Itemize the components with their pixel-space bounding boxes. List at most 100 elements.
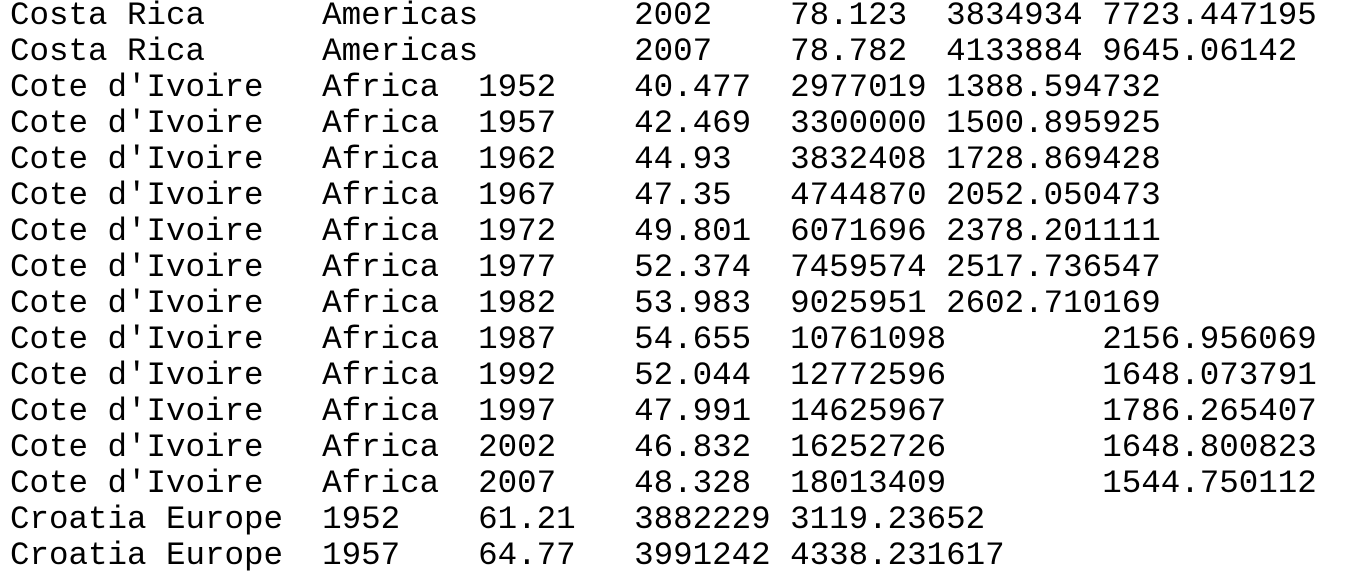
field: Cote d'Ivoire: [10, 69, 264, 106]
field: 61.21: [478, 501, 576, 538]
field: 9025951: [790, 285, 927, 322]
field: 2002: [478, 429, 557, 466]
field: 3832408: [790, 141, 927, 178]
field: 2007: [478, 465, 557, 502]
data-line: Costa Rica Americas 2002 78.123 3834934 …: [10, 0, 1346, 34]
field: Cote d'Ivoire: [10, 321, 264, 358]
field: Africa: [322, 285, 440, 322]
field: 2052.050473: [946, 177, 1161, 214]
data-line: Cote d'Ivoire Africa 2002 46.832 1625272…: [10, 430, 1346, 466]
field: 1962: [478, 141, 557, 178]
data-line: Croatia Europe 1957 64.77 3991242 4338.2…: [10, 538, 1346, 574]
field: 2007: [634, 33, 713, 70]
data-line: Cote d'Ivoire Africa 1982 53.983 9025951…: [10, 286, 1346, 322]
field: 1972: [478, 213, 557, 250]
field: 49.801: [634, 213, 752, 250]
field: 44.93: [634, 141, 732, 178]
field: 12772596: [790, 357, 947, 394]
field: 9645.06142: [1102, 33, 1298, 70]
field: Croatia: [10, 537, 147, 574]
field: 2002: [634, 0, 713, 34]
field: 78.123: [790, 0, 908, 34]
data-line: Cote d'Ivoire Africa 1987 54.655 1076109…: [10, 322, 1346, 358]
data-line: Cote d'Ivoire Africa 1972 49.801 6071696…: [10, 214, 1346, 250]
field: 10761098: [790, 321, 947, 358]
field: 2602.710169: [946, 285, 1161, 322]
field: 42.469: [634, 105, 752, 142]
field: 2156.956069: [1102, 321, 1317, 358]
field: 4744870: [790, 177, 927, 214]
field: 1967: [478, 177, 557, 214]
field: 1648.073791: [1102, 357, 1317, 394]
field: 2977019: [790, 69, 927, 106]
field: 47.991: [634, 393, 752, 430]
field: 6071696: [790, 213, 927, 250]
field: 54.655: [634, 321, 752, 358]
field: 14625967: [790, 393, 947, 430]
field: 1977: [478, 249, 557, 286]
field: Americas: [322, 33, 479, 70]
field: Europe: [166, 501, 284, 538]
field: 3834934: [946, 0, 1083, 34]
field: 64.77: [478, 537, 576, 574]
field: 16252726: [790, 429, 947, 466]
field: 53.983: [634, 285, 752, 322]
data-line: Cote d'Ivoire Africa 1962 44.93 3832408 …: [10, 142, 1346, 178]
field: Cote d'Ivoire: [10, 393, 264, 430]
field: Cote d'Ivoire: [10, 105, 264, 142]
field: 4133884: [946, 33, 1083, 70]
field: 1987: [478, 321, 557, 358]
field: Africa: [322, 213, 440, 250]
field: Africa: [322, 249, 440, 286]
field: 1997: [478, 393, 557, 430]
data-line: Cote d'Ivoire Africa 2007 48.328 1801340…: [10, 466, 1346, 502]
field: Africa: [322, 429, 440, 466]
field: 3300000: [790, 105, 927, 142]
field: Cote d'Ivoire: [10, 177, 264, 214]
data-line: Cote d'Ivoire Africa 1977 52.374 7459574…: [10, 250, 1346, 286]
field: 1982: [478, 285, 557, 322]
field: Cote d'Ivoire: [10, 285, 264, 322]
field: 52.044: [634, 357, 752, 394]
data-line: Cote d'Ivoire Africa 1957 42.469 3300000…: [10, 106, 1346, 142]
field: 1952: [322, 501, 401, 538]
field: Africa: [322, 69, 440, 106]
field: 1957: [478, 105, 557, 142]
field: 18013409: [790, 465, 947, 502]
field: 2517.736547: [946, 249, 1161, 286]
field: Africa: [322, 105, 440, 142]
field: 1957: [322, 537, 401, 574]
field: 1952: [478, 69, 557, 106]
field: Cote d'Ivoire: [10, 429, 264, 466]
field: 40.477: [634, 69, 752, 106]
data-line: Cote d'Ivoire Africa 1997 47.991 1462596…: [10, 394, 1346, 430]
field: 7459574: [790, 249, 927, 286]
field: Croatia: [10, 501, 147, 538]
field: 48.328: [634, 465, 752, 502]
field: 7723.447195: [1102, 0, 1317, 34]
field: 52.374: [634, 249, 752, 286]
field: Cote d'Ivoire: [10, 357, 264, 394]
data-line: Costa Rica Americas 2007 78.782 4133884 …: [10, 34, 1346, 70]
field: Costa Rica: [10, 33, 206, 70]
field: 3991242: [634, 537, 771, 574]
data-line: Cote d'Ivoire Africa 1992 52.044 1277259…: [10, 358, 1346, 394]
field: 3119.23652: [790, 501, 986, 538]
field: 1728.869428: [946, 141, 1161, 178]
field: 78.782: [790, 33, 908, 70]
field: Cote d'Ivoire: [10, 465, 264, 502]
field: 1992: [478, 357, 557, 394]
data-line: Cote d'Ivoire Africa 1967 47.35 4744870 …: [10, 178, 1346, 214]
field: 1786.265407: [1102, 393, 1317, 430]
field: Cote d'Ivoire: [10, 249, 264, 286]
data-line: Croatia Europe 1952 61.21 3882229 3119.2…: [10, 502, 1346, 538]
field: 4338.231617: [790, 537, 1005, 574]
field: Africa: [322, 141, 440, 178]
field: 1544.750112: [1102, 465, 1317, 502]
field: Cote d'Ivoire: [10, 213, 264, 250]
field: 1648.800823: [1102, 429, 1317, 466]
field: Africa: [322, 177, 440, 214]
field: Europe: [166, 537, 284, 574]
